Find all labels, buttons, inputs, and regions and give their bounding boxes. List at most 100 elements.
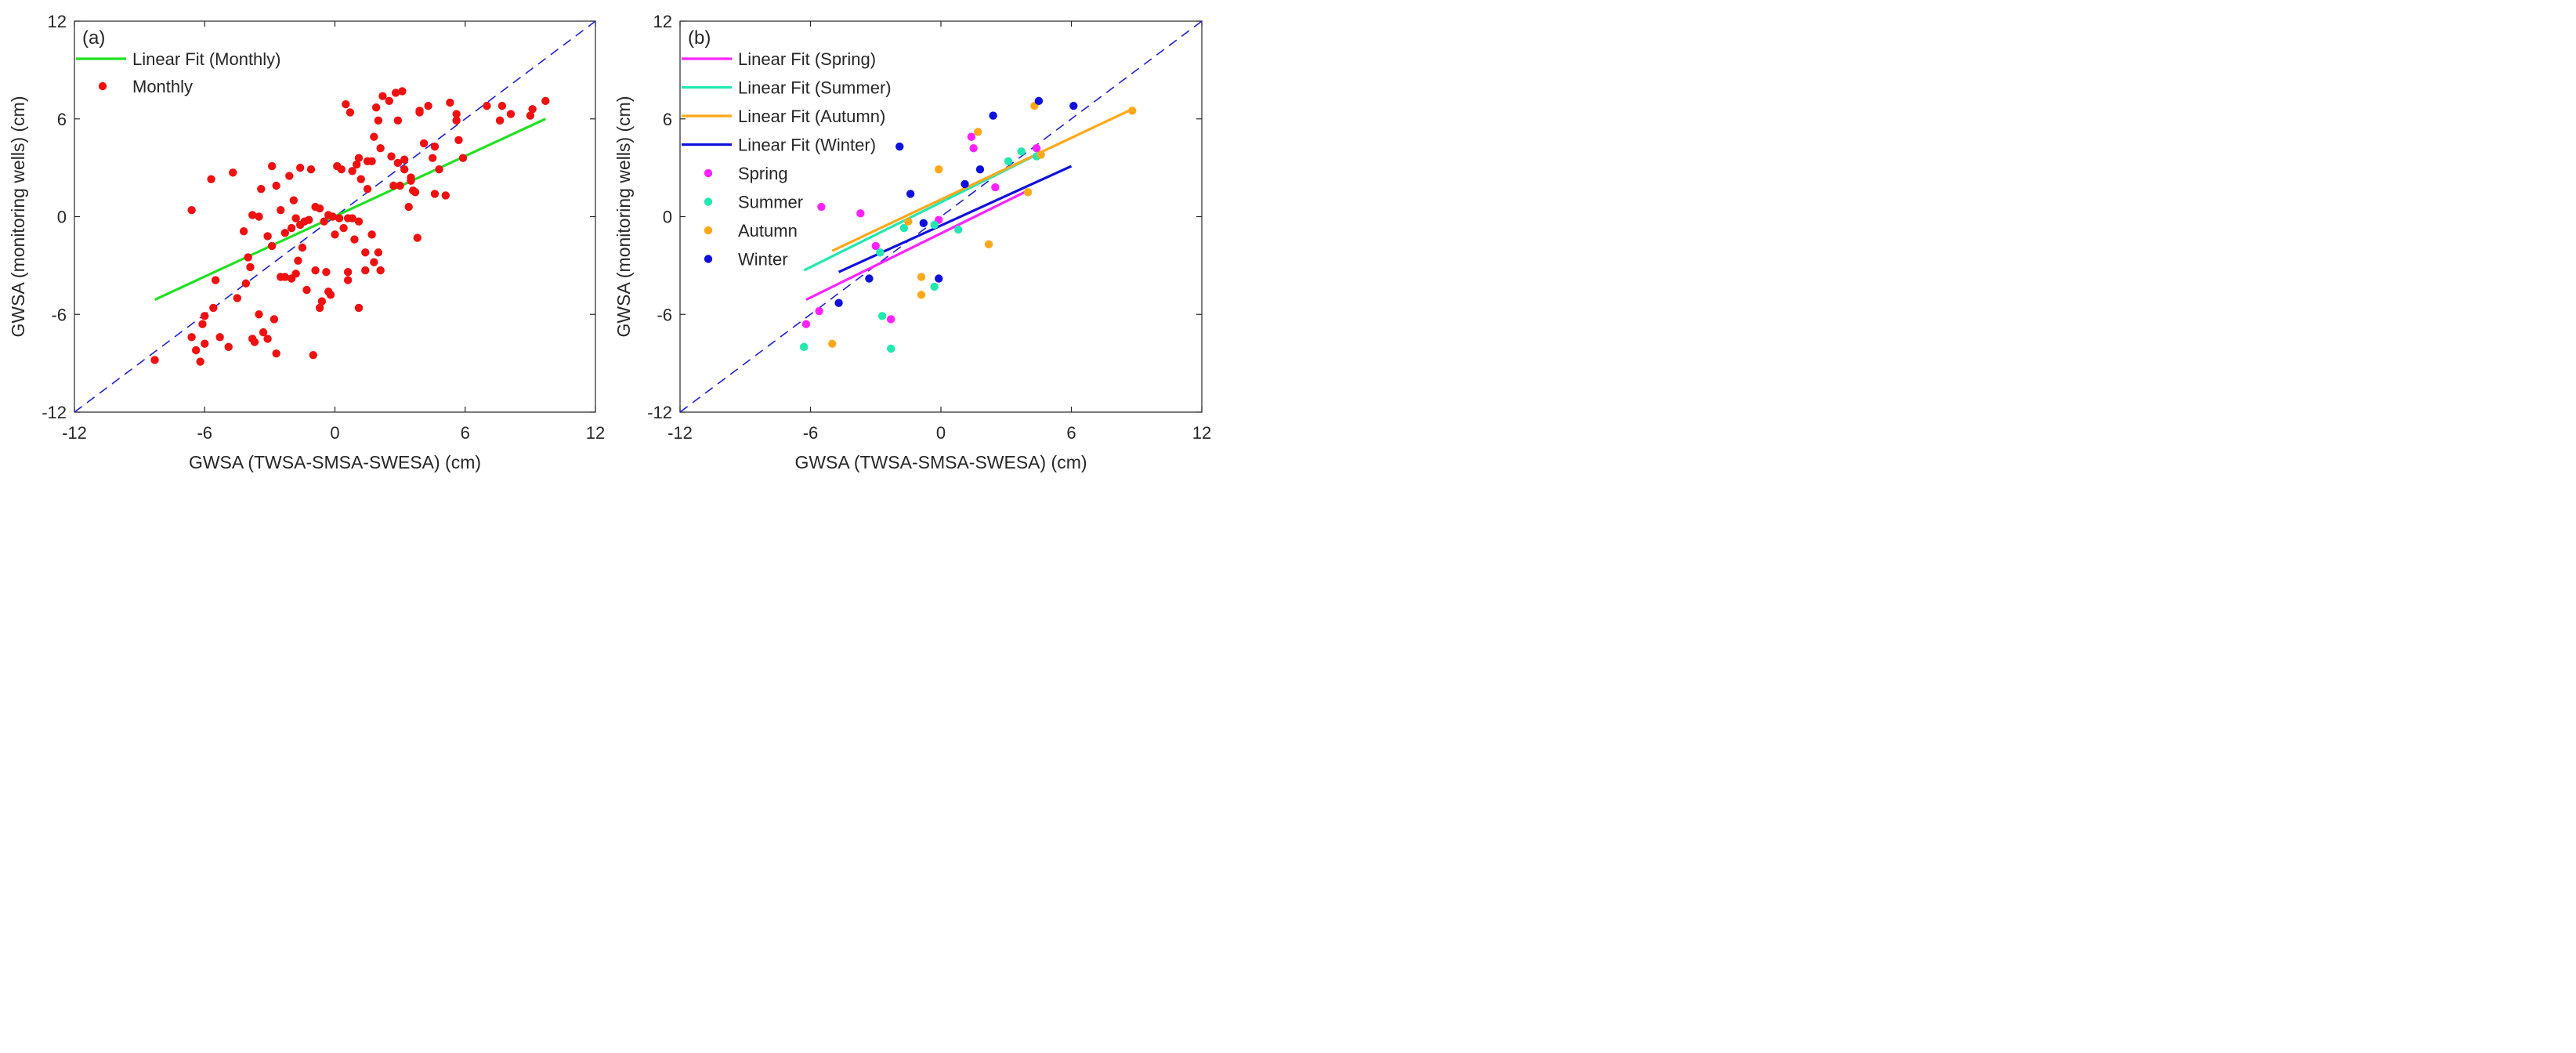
data-point — [277, 205, 285, 215]
data-point — [1037, 150, 1045, 159]
data-point — [917, 291, 926, 299]
data-point — [280, 229, 289, 237]
data-point — [348, 167, 356, 176]
x-axis-label: GWSA (TWSA-SMSA-SWESA) (cm) — [189, 452, 481, 472]
data-point — [387, 152, 396, 161]
data-point — [391, 89, 400, 97]
data-point — [904, 217, 913, 226]
panel-b: -12 -6 0 6 12 -12 -6 0 6 12 GWSA (TWSA-SMSA-SWESA)… — [613, 12, 1211, 472]
data-point — [346, 108, 355, 117]
fit-line-linear-fit-monthly- — [154, 118, 546, 301]
legend-swatch-marker — [704, 255, 713, 263]
y-tick-label: 12 — [48, 12, 67, 31]
y-tick-label: -12 — [647, 403, 672, 422]
x-tick-label: -6 — [197, 423, 212, 443]
data-point — [309, 351, 317, 360]
data-point — [1128, 107, 1137, 115]
legend: Linear Fit (Monthly) Monthly — [76, 49, 281, 96]
data-point — [817, 202, 826, 212]
data-point — [969, 143, 978, 153]
data-point — [370, 258, 378, 266]
data-point — [856, 209, 865, 218]
data-point — [267, 241, 277, 251]
legend-label: Autumn — [738, 221, 798, 241]
data-point — [506, 110, 516, 118]
data-point — [354, 303, 364, 313]
data-point — [361, 248, 370, 257]
data-point — [201, 339, 209, 348]
data-point — [295, 163, 305, 172]
data-point — [906, 190, 915, 198]
data-point — [935, 165, 943, 174]
legend-label: Monthly — [132, 77, 193, 96]
data-point — [363, 184, 372, 194]
data-point — [343, 276, 353, 284]
data-point — [877, 312, 887, 320]
legend-label: Winter — [738, 250, 788, 270]
data-point — [400, 155, 409, 164]
data-point — [322, 267, 331, 277]
data-point — [255, 212, 263, 221]
data-point — [454, 136, 463, 144]
data-point — [398, 87, 407, 96]
data-point — [361, 266, 370, 275]
data-point — [209, 303, 218, 313]
data-point — [954, 225, 963, 234]
data-point — [354, 154, 364, 162]
data-point — [356, 175, 365, 183]
data-point — [255, 310, 263, 319]
y-tick-label: 0 — [663, 208, 672, 227]
data-point — [973, 128, 982, 136]
data-point — [259, 327, 268, 337]
data-point — [306, 165, 316, 174]
data-point — [224, 342, 233, 352]
y-tick-label: 6 — [57, 110, 67, 129]
data-point — [367, 230, 376, 239]
data-point — [407, 173, 415, 182]
legend-label: Linear Fit (Winter) — [738, 136, 876, 155]
data-point — [899, 223, 909, 233]
data-point — [280, 273, 289, 281]
data-point — [930, 220, 939, 230]
data-point — [876, 248, 885, 257]
legend-label: Linear Fit (Spring) — [738, 49, 876, 69]
data-point — [430, 142, 440, 151]
data-point — [367, 157, 376, 166]
data-point — [328, 212, 337, 221]
data-point — [317, 297, 327, 306]
data-point — [452, 110, 461, 118]
y-tick-label: -12 — [42, 403, 67, 422]
data-point — [311, 266, 320, 275]
data-point — [497, 101, 507, 110]
data-point — [320, 217, 328, 226]
data-point — [411, 188, 420, 197]
fit-line-linear-fit-autumn- — [831, 107, 1133, 252]
data-point — [430, 190, 440, 198]
data-point — [315, 303, 324, 313]
panel-a: -12 -6 0 6 12 -12 -6 0 6 12 GWSA (TWSA-SMSA-SWESA)… — [8, 12, 605, 472]
data-point — [458, 154, 468, 162]
data-point — [229, 168, 237, 177]
data-point — [1023, 188, 1033, 197]
data-point — [371, 103, 381, 112]
data-point — [393, 116, 403, 125]
data-point — [967, 132, 976, 141]
legend-label: Linear Fit (Summer) — [738, 78, 892, 98]
legend-label: Linear Fit (Autumn) — [738, 107, 885, 126]
x-tick-label: -6 — [803, 423, 819, 443]
data-point — [263, 335, 272, 343]
series-monthly — [150, 87, 550, 366]
data-point — [917, 273, 926, 281]
data-point — [389, 181, 398, 190]
legend: Linear Fit (Spring) Linear Fit (Summer) Li… — [682, 49, 892, 270]
data-point — [374, 248, 383, 257]
data-point — [834, 299, 843, 307]
fit-line-linear-fit-summer- — [803, 154, 1037, 272]
data-point — [342, 100, 350, 109]
data-point — [989, 111, 997, 120]
data-point — [975, 165, 985, 174]
legend-label: Spring — [738, 164, 788, 183]
data-point — [435, 165, 443, 174]
legend-swatch-marker — [98, 81, 107, 91]
data-point — [1017, 147, 1026, 156]
